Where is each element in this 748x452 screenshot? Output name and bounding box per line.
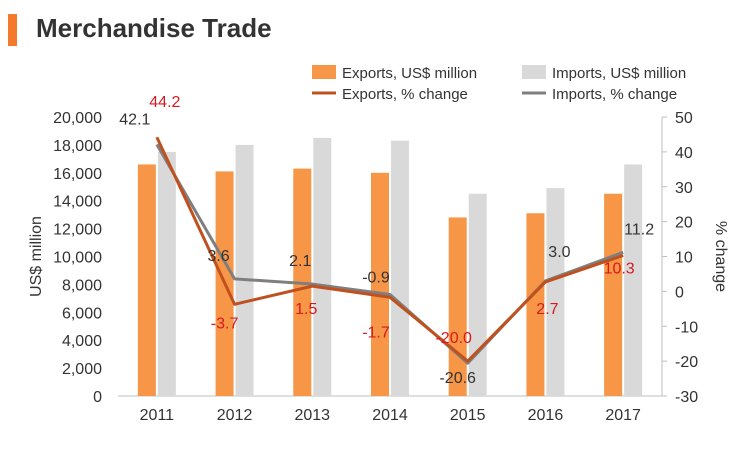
imports-bar [624, 164, 643, 396]
imports-bar [468, 193, 487, 396]
exports-change-label: -20.0 [435, 330, 472, 347]
y-tick-label-left: 6,000 [62, 305, 102, 322]
y-tick-label-left: 2,000 [62, 361, 102, 378]
imports-change-label: -0.9 [362, 270, 390, 287]
exports-bar [137, 164, 156, 396]
imports-change-label: 3.6 [207, 248, 229, 265]
exports-change-label: 44.2 [149, 94, 180, 111]
imports-bar [235, 144, 254, 396]
exports-change-label: -1.7 [362, 324, 390, 341]
y-tick-label-left: 14,000 [53, 194, 102, 211]
legend-imports-bar-swatch [522, 65, 546, 79]
legend-imports-bar-label: Imports, US$ million [552, 65, 686, 82]
y-tick-label-left: 20,000 [53, 110, 102, 127]
y-tick-label-left: 8,000 [62, 277, 102, 294]
y-tick-label-left: 4,000 [62, 333, 102, 350]
x-tick-label: 2015 [450, 407, 486, 424]
y-tick-label-right: 0 [675, 284, 684, 301]
exports-change-label: 1.5 [295, 301, 317, 318]
exports-bar [448, 217, 467, 396]
imports-change-label: 3.0 [548, 244, 570, 261]
y-tick-label-left: 0 [93, 389, 102, 406]
y-tick-label-right: 20 [675, 215, 693, 232]
imports-bar [313, 137, 332, 397]
exports-change-line [155, 136, 624, 363]
x-tick-label: 2017 [605, 407, 641, 424]
imports-change-label: 11.2 [624, 221, 654, 238]
y-tick-label-right: 30 [675, 180, 693, 197]
y-tick-label-left: 16,000 [53, 166, 102, 183]
y-tick-label-right: -20 [675, 354, 698, 371]
legend-exports-bar-swatch [312, 65, 336, 79]
imports-change-label: 42.1 [119, 112, 150, 129]
x-tick-label: 2014 [372, 407, 408, 424]
exports-change-label: -3.7 [211, 315, 239, 332]
imports-change-label: -20.6 [439, 370, 476, 387]
exports-bar [371, 172, 389, 396]
imports-bar [391, 140, 409, 396]
y-axis-title-left: US$ million [28, 216, 45, 297]
y-tick-label-right: 50 [675, 110, 693, 127]
x-tick-label: 2016 [528, 407, 564, 424]
y-tick-label-right: 10 [675, 250, 693, 267]
imports-bar [157, 151, 176, 396]
y-tick-label-right: 40 [675, 145, 693, 162]
x-tick-label: 2013 [294, 407, 330, 424]
y-tick-label-right: -30 [675, 389, 698, 406]
y-tick-label-right: -10 [675, 319, 698, 336]
x-tick-label: 2011 [140, 407, 175, 424]
legend-imports-line-label: Imports, % change [552, 86, 677, 103]
y-tick-label-left: 18,000 [53, 138, 102, 155]
y-axis-title-right: % change [712, 221, 729, 292]
exports-change-label: 2.7 [536, 301, 558, 318]
exports-bar [604, 193, 623, 396]
x-tick-label: 2012 [217, 407, 253, 424]
title-accent-bar [8, 14, 17, 46]
page-title: Merchandise Trade [36, 13, 272, 43]
legend-exports-line-label: Exports, % change [342, 86, 468, 103]
y-tick-label-left: 12,000 [53, 222, 102, 239]
exports-change-label: 10.3 [604, 260, 635, 277]
imports-change-label: 2.1 [289, 253, 311, 270]
y-tick-label-left: 10,000 [53, 250, 102, 267]
exports-bar [526, 213, 545, 396]
legend-exports-bar-label: Exports, US$ million [342, 65, 477, 82]
imports-bar [546, 188, 565, 396]
